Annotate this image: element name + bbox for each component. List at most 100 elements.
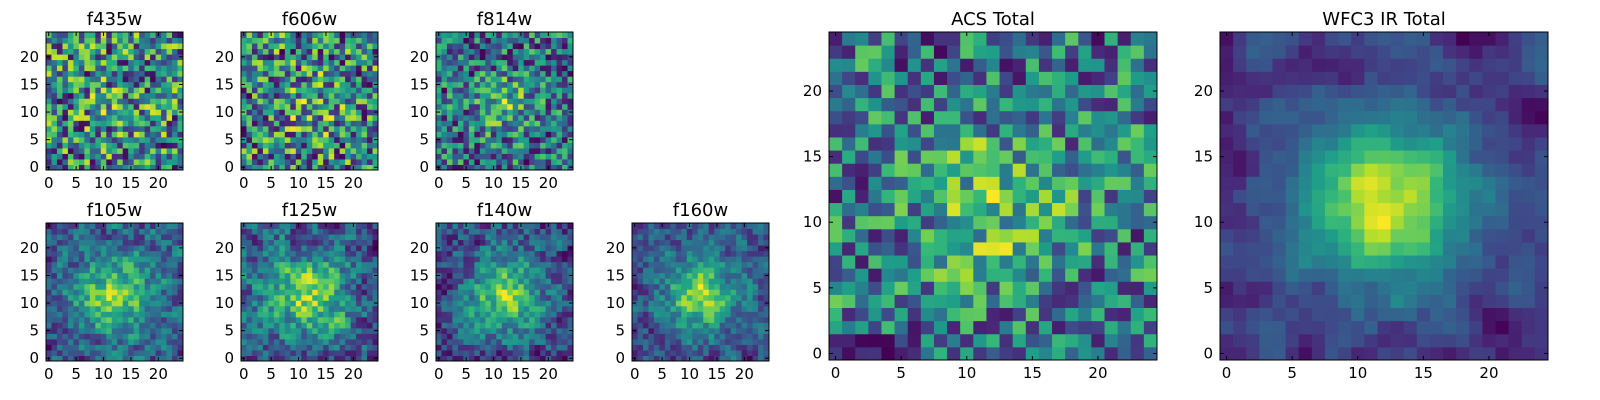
- heatmap-cell: [117, 349, 124, 356]
- heatmap-cell: [84, 153, 91, 160]
- heatmap-cell: [89, 300, 96, 307]
- heatmap-cell: [523, 70, 530, 77]
- heatmap-cell: [496, 114, 503, 121]
- heatmap-cell: [268, 272, 275, 279]
- heatmap-cell: [496, 294, 503, 301]
- heatmap-cell: [868, 294, 882, 309]
- heatmap-cell: [257, 333, 264, 340]
- heatmap-cell: [441, 278, 448, 285]
- heatmap-cell: [166, 316, 173, 323]
- heatmap-cell: [100, 333, 107, 340]
- heatmap-cell: [540, 98, 547, 105]
- x-tick-label: 20: [735, 365, 754, 383]
- heatmap-cell: [117, 234, 124, 241]
- heatmap-cell: [73, 65, 80, 72]
- heatmap-cell: [95, 114, 102, 121]
- heatmap-cell: [512, 267, 519, 274]
- heatmap-cell: [111, 228, 118, 235]
- heatmap-cell: [95, 256, 102, 263]
- heatmap-cell: [62, 333, 69, 340]
- heatmap-cell: [51, 65, 58, 72]
- heatmap-cell: [356, 54, 363, 61]
- heatmap-cell: [84, 278, 91, 285]
- heatmap-cell: [468, 125, 475, 132]
- heatmap-cell: [518, 43, 525, 50]
- heatmap-cell: [973, 163, 987, 177]
- heatmap-cell: [246, 327, 253, 334]
- heatmap-cell: [139, 164, 146, 171]
- heatmap-cell: [361, 48, 368, 55]
- heatmap-cell: [246, 311, 253, 318]
- heatmap-cell: [262, 322, 269, 329]
- heatmap-cell: [1091, 268, 1106, 282]
- heatmap-cell: [960, 268, 974, 282]
- heatmap-cell: [361, 153, 368, 160]
- heatmap-cell: [73, 43, 80, 50]
- heatmap-cell: [562, 250, 569, 257]
- heatmap-cell: [251, 43, 258, 50]
- heatmap-cell: [441, 37, 448, 44]
- heatmap-cell: [474, 327, 481, 334]
- heatmap-cell: [562, 37, 569, 44]
- heatmap-cell: [172, 147, 179, 154]
- heatmap-cell: [284, 125, 291, 132]
- heatmap-cell: [529, 250, 536, 257]
- heatmap-cell: [301, 65, 308, 72]
- heatmap-cell: [933, 307, 948, 322]
- heatmap-cell: [686, 245, 693, 252]
- heatmap-cell: [529, 289, 536, 296]
- heatmap-cell: [273, 59, 280, 66]
- heatmap-cell: [312, 250, 319, 257]
- heatmap-cell: [529, 109, 536, 116]
- heatmap-cell: [986, 346, 1001, 361]
- heatmap-cell: [562, 289, 569, 296]
- heatmap-cell: [1012, 241, 1027, 256]
- heatmap-cell: [372, 70, 379, 77]
- heatmap-cell: [523, 344, 530, 351]
- heatmap-cell: [468, 322, 475, 329]
- heatmap-cell: [251, 54, 258, 61]
- heatmap-cell: [642, 256, 649, 263]
- heatmap-cell: [747, 349, 754, 356]
- heatmap-cell: [106, 250, 113, 257]
- heatmap-cell: [1065, 228, 1079, 243]
- heatmap-cell: [155, 349, 162, 356]
- heatmap-cell: [474, 338, 481, 345]
- heatmap-cell: [556, 289, 563, 296]
- heatmap-cell: [177, 131, 184, 138]
- heatmap-cell: [562, 59, 569, 66]
- heatmap-cell: [46, 153, 52, 160]
- heatmap-cell: [540, 338, 547, 345]
- heatmap-cell: [485, 54, 492, 61]
- heatmap-cell: [507, 333, 514, 340]
- heatmap-cell: [46, 234, 52, 241]
- heatmap-cell: [468, 147, 475, 154]
- heatmap-cell: [328, 289, 335, 296]
- heatmap-cell: [540, 59, 547, 66]
- heatmap-cell: [46, 92, 52, 99]
- heatmap-cell: [436, 333, 442, 340]
- heatmap-cell: [356, 283, 363, 290]
- heatmap-cell: [51, 153, 58, 160]
- heatmap-cell: [323, 239, 330, 246]
- heatmap-cell: [328, 355, 335, 362]
- heatmap-cell: [1091, 320, 1106, 335]
- heatmap-cell: [637, 250, 644, 257]
- heatmap-cell: [829, 255, 843, 269]
- heatmap-cell: [747, 283, 754, 290]
- heatmap-cell: [479, 142, 486, 149]
- heatmap-cell: [62, 70, 69, 77]
- panel-title: f160w: [673, 200, 728, 221]
- heatmap-cell: [241, 43, 247, 50]
- heatmap-cell: [562, 349, 569, 356]
- heatmap-cell: [356, 37, 363, 44]
- heatmap-cell: [529, 228, 536, 235]
- heatmap-cell: [556, 305, 563, 312]
- heatmap-cell: [829, 294, 843, 309]
- heatmap-cell: [556, 234, 563, 241]
- heatmap-cell: [122, 223, 129, 230]
- heatmap-cell: [328, 37, 335, 44]
- heatmap-cell: [490, 120, 497, 127]
- heatmap-cell: [725, 327, 732, 334]
- heatmap-cell: [301, 278, 308, 285]
